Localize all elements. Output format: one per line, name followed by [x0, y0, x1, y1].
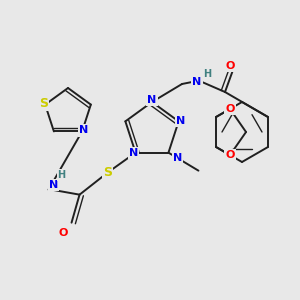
Text: H: H: [58, 170, 66, 180]
Text: O: O: [225, 104, 235, 114]
Text: S: S: [103, 166, 112, 179]
Text: N: N: [80, 125, 89, 135]
Text: N: N: [173, 153, 182, 163]
Text: H: H: [203, 69, 211, 79]
Text: O: O: [59, 228, 68, 238]
Text: O: O: [225, 61, 235, 71]
Text: S: S: [39, 97, 48, 110]
Text: N: N: [49, 180, 58, 190]
Text: N: N: [192, 77, 202, 87]
Text: N: N: [129, 148, 138, 158]
Text: O: O: [225, 150, 235, 160]
Text: N: N: [147, 95, 157, 105]
Text: N: N: [176, 116, 185, 126]
